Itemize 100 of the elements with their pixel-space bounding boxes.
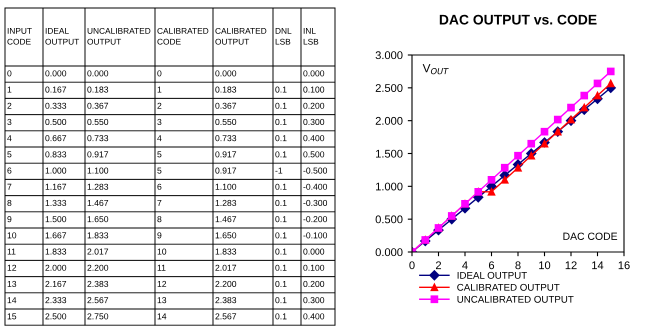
x-tick-label: 8 — [515, 261, 521, 270]
text: 1.500 — [46, 216, 66, 222]
text: -0.400 — [303, 184, 328, 190]
text: 0.367 — [87, 102, 108, 109]
text: 2.017 — [215, 264, 236, 271]
text: 0.733 — [87, 135, 108, 142]
text: 0.917 — [215, 168, 236, 174]
text: 0.1 — [275, 86, 287, 93]
text: 12 — [158, 280, 166, 287]
text: 9 — [7, 216, 12, 222]
text: IDEAL OUTPUT — [45, 28, 80, 45]
text: 8 — [157, 216, 162, 222]
text: 0.000 — [45, 70, 66, 76]
text: 1.833 — [88, 232, 108, 238]
text: 0.1 — [275, 184, 287, 190]
text: 1.283 — [88, 184, 108, 190]
text: 0 — [7, 70, 12, 76]
text: 6 — [157, 184, 162, 190]
legend-label: UNCALIBRATED OUTPUT — [458, 296, 574, 303]
text: 5 — [7, 151, 12, 158]
text: 0.367 — [215, 102, 236, 109]
text: 0.833 — [45, 151, 66, 158]
text: 0.100 — [303, 86, 324, 93]
text: 0.300 — [303, 118, 324, 126]
text: 6 — [7, 168, 12, 174]
text: 1.333 — [46, 200, 66, 206]
text: 0.333 — [45, 102, 66, 109]
text: 0.917 — [215, 151, 236, 158]
text: 1 — [8, 86, 12, 93]
text: 0.400 — [303, 135, 324, 142]
x-tick-label: 12 — [566, 261, 577, 270]
text: 2.567 — [87, 297, 108, 304]
text: 2.200 — [215, 280, 236, 288]
y-tick-label: 0.000 — [376, 248, 403, 256]
text: 1.167 — [46, 184, 66, 190]
text: 0.300 — [303, 297, 324, 304]
legend-label: CALIBRATED OUTPUT — [457, 284, 560, 291]
text: 0.667 — [45, 135, 66, 142]
text: 0.733 — [215, 135, 236, 142]
text: 1.833 — [216, 248, 236, 255]
text: 0.183 — [215, 86, 236, 93]
text: 0.500 — [45, 118, 66, 126]
text: 0.100 — [303, 264, 324, 271]
text: 2.567 — [215, 313, 236, 320]
text: 0.000 — [215, 70, 236, 76]
x-tick-label: 10 — [539, 261, 550, 270]
legend-label: IDEAL OUTPUT — [458, 272, 527, 279]
text: 4 — [157, 135, 162, 142]
text: 1.100 — [216, 184, 236, 190]
text: INL LSB — [304, 28, 318, 45]
text: 0.200 — [303, 102, 324, 109]
text: 0.000 — [303, 248, 324, 255]
x-tick-label: 14 — [592, 261, 604, 270]
text: 0.400 — [303, 313, 324, 320]
text: 5 — [157, 151, 162, 158]
text: UNCALIBRATED OUTPUT — [87, 28, 150, 45]
text: 2.383 — [87, 280, 108, 288]
text: 14 — [8, 297, 16, 304]
text: 2.000 — [45, 264, 66, 271]
text: -0.300 — [303, 200, 328, 206]
text: 0.1 — [275, 200, 287, 206]
text: 1.650 — [88, 216, 108, 222]
text: 0.1 — [275, 297, 287, 304]
text: 13 — [8, 280, 16, 288]
text: 0.183 — [87, 86, 108, 93]
text: 3 — [7, 118, 12, 126]
text: 0.1 — [275, 248, 287, 255]
text: 15 — [8, 313, 16, 320]
text: 0.1 — [275, 151, 287, 158]
text: 1.833 — [46, 248, 66, 255]
text: 9 — [157, 232, 162, 238]
text: 5 — [157, 168, 162, 174]
text: -1 — [275, 168, 282, 174]
text: 1 — [158, 86, 162, 93]
y-axis-title: V$_{OUT}$ — [422, 64, 449, 74]
y-tick-label: 2.500 — [376, 84, 403, 92]
text: 0 — [157, 70, 162, 76]
text: 11 — [158, 264, 166, 271]
text: 14 — [158, 313, 166, 320]
text: 2.200 — [87, 264, 108, 271]
text: 0.1 — [275, 264, 287, 271]
y-tick-label: 3.000 — [376, 51, 403, 60]
text: 1.467 — [216, 216, 236, 222]
text: 7 — [7, 184, 12, 190]
text: 1.000 — [46, 168, 66, 174]
text: 0.500 — [303, 151, 324, 158]
x-tick-label: 4 — [462, 261, 468, 270]
text: 0.1 — [275, 118, 287, 126]
x-tick-label: 6 — [488, 261, 494, 270]
text: 0.550 — [215, 118, 236, 126]
text: 2 — [157, 102, 162, 109]
text: 0.1 — [275, 232, 287, 238]
text: 0.1 — [275, 313, 287, 320]
chart-title: DAC OUTPUT vs. CODE — [440, 14, 597, 25]
text: 1.283 — [216, 200, 236, 206]
text: 10 — [158, 248, 166, 255]
y-tick-label: 0.500 — [376, 215, 403, 224]
text: 0.000 — [303, 70, 324, 76]
text: 0.000 — [87, 70, 108, 76]
text: 1.467 — [88, 200, 108, 206]
